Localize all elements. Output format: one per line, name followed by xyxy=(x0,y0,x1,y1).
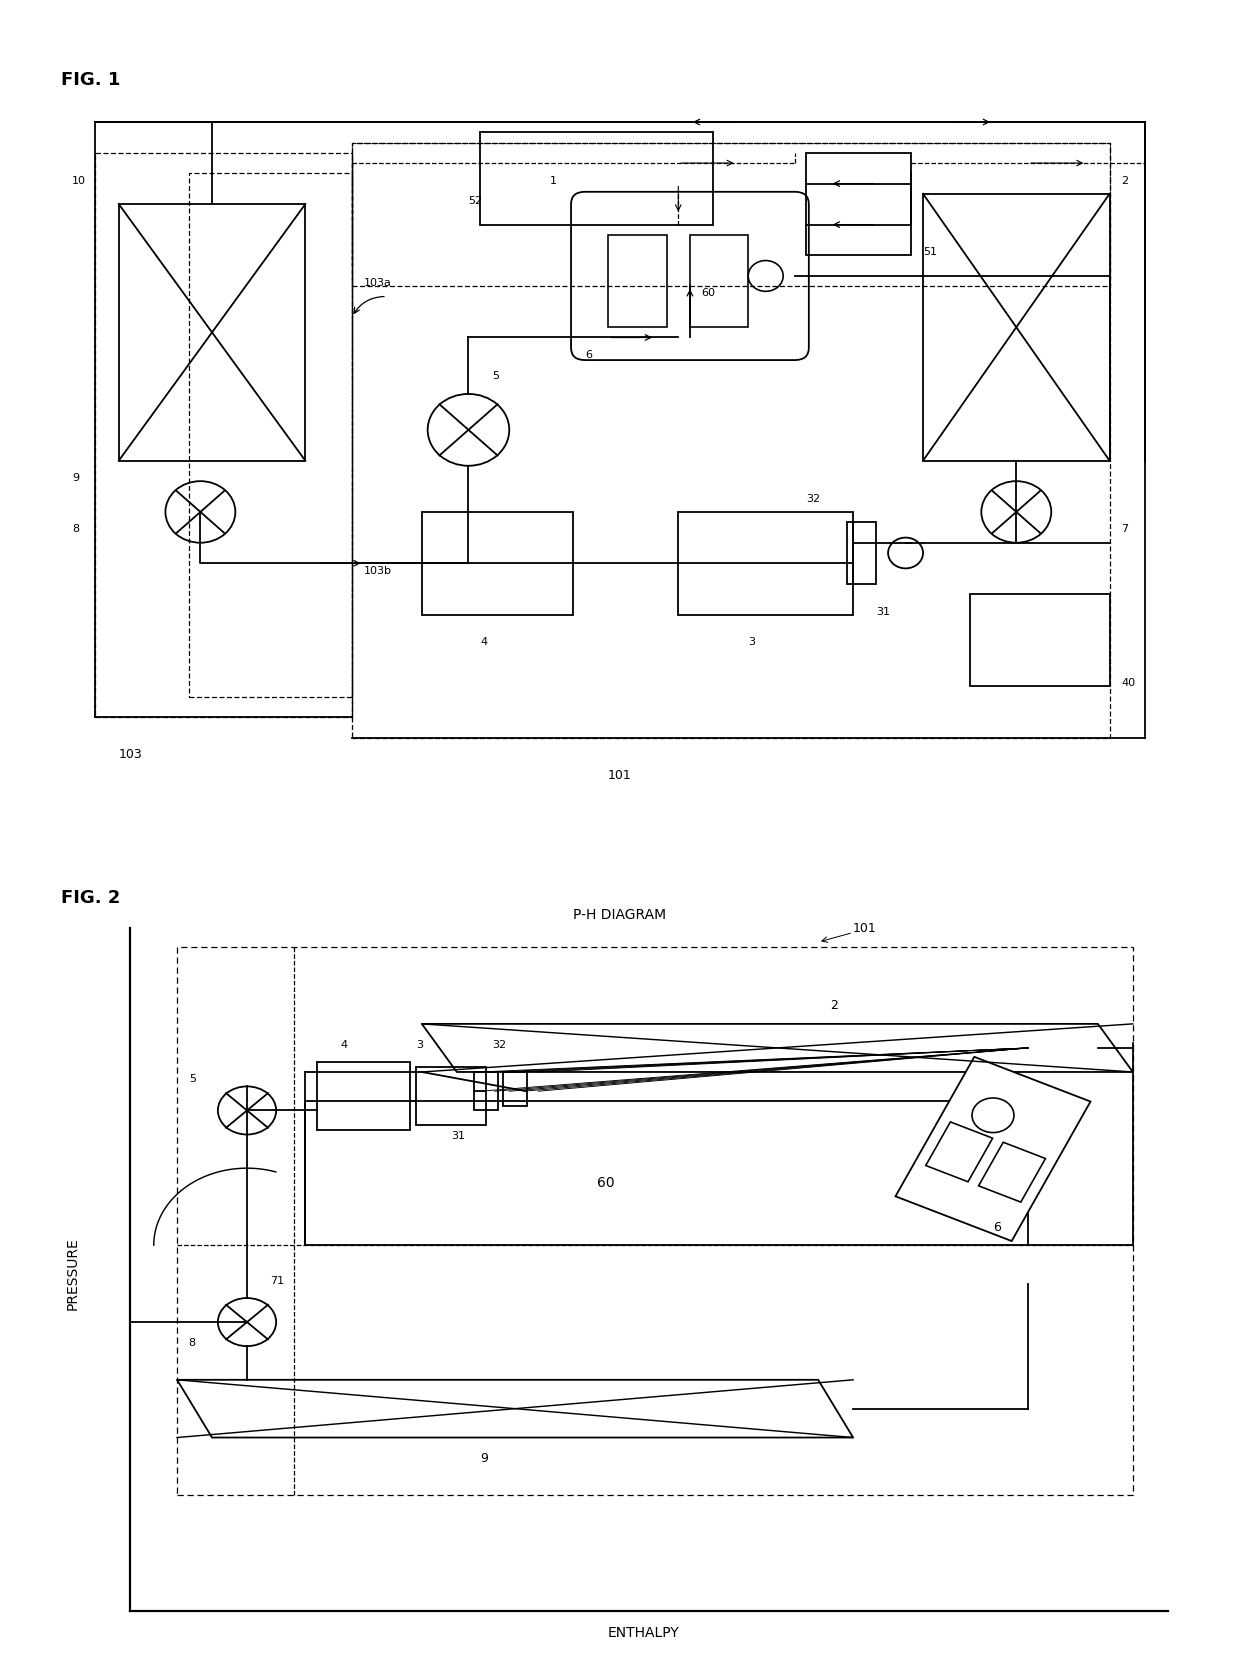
Text: 103a: 103a xyxy=(363,278,392,288)
Text: P-H DIAGRAM: P-H DIAGRAM xyxy=(573,908,667,922)
Bar xyxy=(352,142,1110,738)
Text: 6: 6 xyxy=(585,350,591,360)
Text: 5: 5 xyxy=(492,370,498,380)
Bar xyxy=(970,594,1110,686)
Text: 2: 2 xyxy=(830,999,838,1012)
Bar xyxy=(119,204,305,460)
Bar xyxy=(480,132,713,224)
Bar xyxy=(188,174,352,696)
Text: 4: 4 xyxy=(480,637,487,647)
Text: 7: 7 xyxy=(1121,524,1128,534)
Bar xyxy=(689,234,748,328)
Bar xyxy=(474,1072,497,1111)
Text: 6: 6 xyxy=(993,1221,1001,1233)
Text: 101: 101 xyxy=(853,922,877,935)
Text: 9: 9 xyxy=(72,473,79,483)
Bar xyxy=(177,947,1133,1496)
Text: 9: 9 xyxy=(480,1452,489,1464)
Text: 8: 8 xyxy=(188,1338,196,1348)
Text: 32: 32 xyxy=(492,1041,506,1051)
Bar xyxy=(305,1101,1028,1245)
Text: FIG. 1: FIG. 1 xyxy=(61,70,120,89)
Text: 2: 2 xyxy=(1121,176,1128,186)
Text: 103b: 103b xyxy=(363,565,392,576)
Text: 1: 1 xyxy=(551,176,557,186)
Text: 71: 71 xyxy=(270,1275,284,1285)
Text: 51: 51 xyxy=(923,248,937,258)
Bar xyxy=(422,512,573,614)
Bar xyxy=(923,194,1110,460)
Text: 52: 52 xyxy=(469,196,482,206)
Text: 3: 3 xyxy=(748,637,755,647)
Text: 60: 60 xyxy=(596,1176,614,1191)
Bar xyxy=(415,1067,486,1124)
Bar xyxy=(95,152,352,718)
Text: 5: 5 xyxy=(188,1074,196,1084)
Bar xyxy=(503,1072,527,1106)
Circle shape xyxy=(972,1097,1014,1133)
Text: 10: 10 xyxy=(72,176,86,186)
Text: 8: 8 xyxy=(72,524,79,534)
Text: 60: 60 xyxy=(702,288,715,298)
Bar xyxy=(926,1123,993,1181)
Text: ENTHALPY: ENTHALPY xyxy=(608,1626,680,1640)
Bar xyxy=(352,142,1110,286)
Bar xyxy=(895,1057,1090,1241)
Text: 4: 4 xyxy=(340,1041,347,1051)
Bar xyxy=(847,522,877,584)
Bar xyxy=(806,152,911,256)
Text: 31: 31 xyxy=(451,1131,465,1141)
Text: 3: 3 xyxy=(415,1041,423,1051)
Text: PRESSURE: PRESSURE xyxy=(66,1238,79,1310)
Text: 31: 31 xyxy=(877,607,890,617)
Bar xyxy=(978,1143,1045,1203)
Bar xyxy=(317,1062,410,1129)
Bar xyxy=(678,512,853,614)
Bar xyxy=(609,234,667,328)
Text: 32: 32 xyxy=(806,494,821,504)
Text: FIG. 2: FIG. 2 xyxy=(61,888,120,907)
Text: 103: 103 xyxy=(119,748,143,761)
Text: 101: 101 xyxy=(608,768,632,781)
Text: 40: 40 xyxy=(1121,678,1136,688)
